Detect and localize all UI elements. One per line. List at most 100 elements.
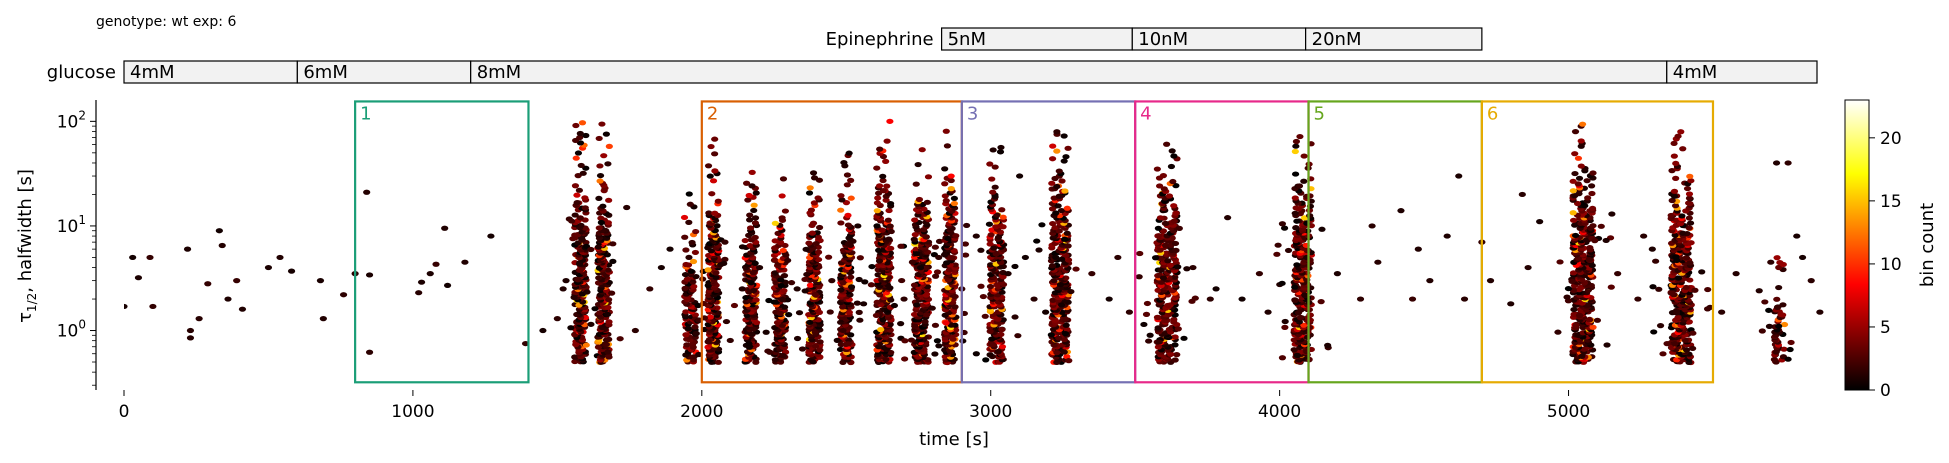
hexbin [605, 336, 613, 342]
hexbin [276, 254, 284, 261]
hexbin [1165, 193, 1174, 199]
hexbin [603, 311, 612, 318]
hexbin [1607, 284, 1615, 290]
hexbin [951, 304, 959, 310]
hexbin [1569, 270, 1578, 276]
hexbin [1273, 251, 1281, 257]
hexbin [882, 356, 890, 362]
hexbin [856, 317, 864, 323]
stimulus-segment [1666, 60, 1818, 84]
hexbin [1280, 225, 1289, 231]
hexbin [602, 131, 610, 137]
hexbin [923, 312, 931, 318]
hexbin [596, 163, 604, 169]
hexbin [815, 224, 824, 231]
x-tick-label: 3000 [969, 402, 1012, 422]
hexbin [943, 143, 951, 149]
hexbin [1053, 129, 1061, 135]
hexbin [1678, 213, 1686, 219]
hexbin [581, 195, 589, 201]
hexbin [915, 196, 924, 203]
hexbin [981, 313, 989, 319]
hexbin [683, 276, 691, 282]
hexbin [752, 190, 760, 196]
hexbin [935, 254, 943, 261]
hexbin [1588, 183, 1596, 189]
hexbin [726, 337, 734, 344]
hexbin [689, 258, 698, 265]
hexbin [1798, 254, 1807, 261]
hexbin [1049, 143, 1057, 149]
hexbin [941, 166, 949, 172]
window-label: 3 [967, 103, 978, 124]
hexbin [1683, 185, 1692, 192]
hexbin [1571, 151, 1579, 157]
hexbin [877, 326, 885, 333]
hexbin [1679, 230, 1687, 236]
hexbin [1703, 306, 1712, 312]
hexbin [684, 325, 693, 332]
colorbar-tick-label: 15 [1880, 192, 1902, 212]
hexbin [1291, 148, 1299, 155]
hexbin [1151, 255, 1160, 261]
hexbin [883, 183, 891, 189]
hexbin [1670, 188, 1679, 194]
hexbin [287, 268, 296, 274]
hexbin [1055, 228, 1063, 234]
hexbin [924, 174, 933, 180]
hexbin [1180, 335, 1188, 341]
hexbin [844, 222, 852, 228]
hexbin [1170, 153, 1178, 159]
hexbin [1689, 345, 1697, 352]
hexbin [887, 228, 895, 235]
hexbin [1443, 233, 1451, 239]
hexbin [1564, 285, 1573, 292]
hexbin [778, 296, 786, 303]
hexbin [134, 275, 143, 281]
hexbin [713, 223, 721, 229]
hexbin [604, 349, 612, 355]
hexbin [714, 359, 722, 365]
hexbin [861, 279, 869, 285]
hexbin [1058, 178, 1066, 184]
hexbin [1776, 259, 1784, 266]
colorbar-tick-label: 0 [1880, 381, 1891, 401]
hexbin [1062, 322, 1070, 328]
hexbin [793, 335, 802, 342]
hexbin [1172, 210, 1180, 216]
hexbin [837, 220, 845, 226]
hexbin [578, 120, 587, 126]
hexbin [594, 244, 602, 250]
hexbin [991, 164, 999, 170]
y-tick-exponent: 0 [78, 318, 86, 332]
hexbin [363, 189, 371, 195]
hexbin [1486, 278, 1495, 284]
hexbin [1065, 358, 1073, 364]
hexbin [577, 222, 585, 228]
hexbin [1608, 211, 1616, 217]
hexbin [365, 349, 374, 355]
hexbin [1163, 141, 1171, 147]
hexbin [708, 191, 716, 197]
hexbin [1793, 233, 1801, 239]
hexbin [856, 255, 864, 261]
hexbin [553, 316, 561, 322]
hexbin [752, 297, 760, 303]
hexbin [931, 244, 939, 250]
hexbin [720, 260, 728, 267]
hexbin [1397, 208, 1405, 214]
hexbin [415, 290, 423, 296]
hexbin [762, 329, 770, 335]
hexbin [840, 159, 848, 166]
hexbin [911, 217, 919, 223]
hexbin [599, 203, 607, 209]
hexbin [747, 280, 755, 286]
hexbin [1455, 173, 1463, 179]
hexbin [1161, 242, 1170, 248]
hexbin [922, 292, 930, 298]
hexbin [901, 356, 909, 362]
hexbin [1140, 321, 1148, 328]
hexbin [771, 357, 779, 363]
hexbin [682, 261, 690, 268]
